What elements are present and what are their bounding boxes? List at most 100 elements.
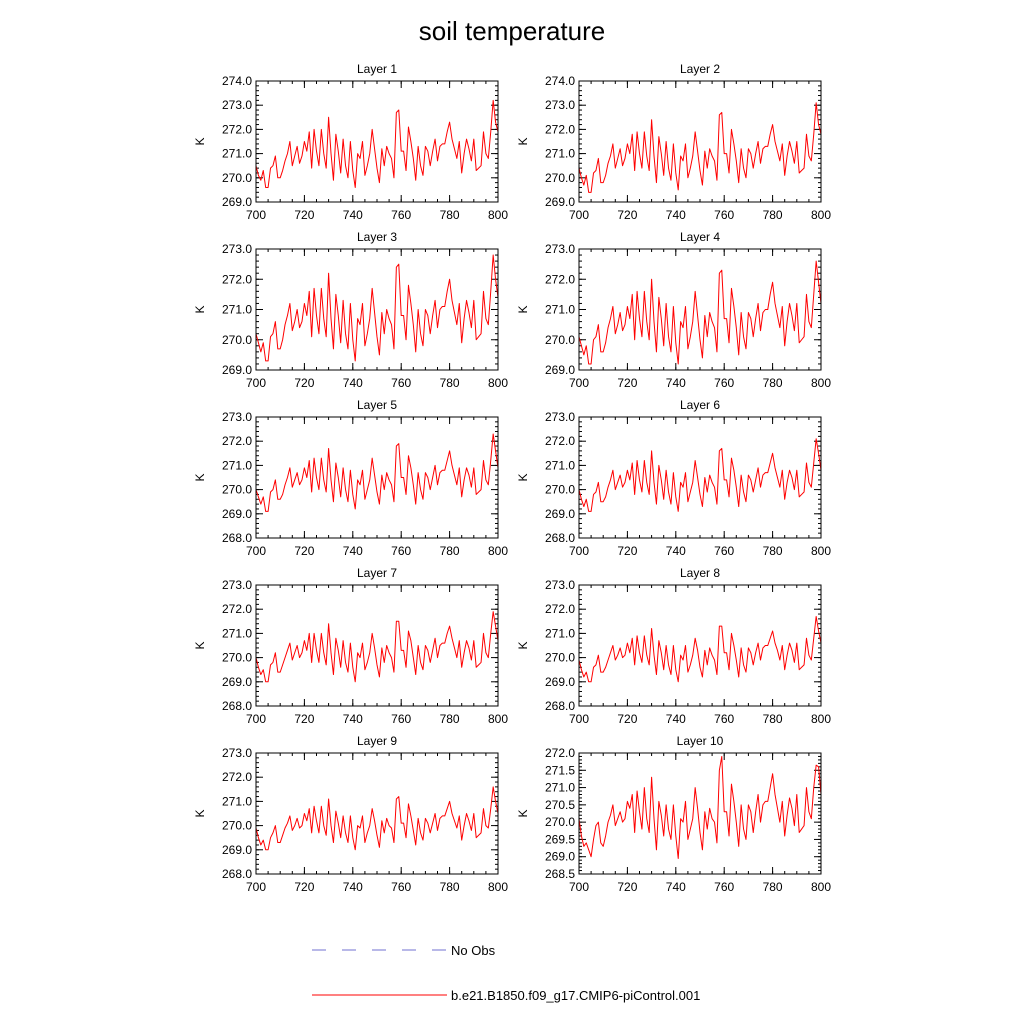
x-tick-label: 740 [343,376,363,390]
x-tick-label: 720 [617,544,637,558]
series-line-layer-3 [255,254,499,362]
y-tick-label: 271.0 [222,147,252,161]
panel-title: Layer 10 [677,734,724,748]
y-tick-label: 269.0 [222,507,252,521]
panel-title: Layer 6 [680,398,720,412]
x-tick-label: 700 [246,880,266,894]
panel-title: Layer 2 [680,62,720,76]
x-tick-label: 700 [246,376,266,390]
y-tick-label: 272.0 [545,272,575,286]
y-tick-label: 270.5 [545,798,575,812]
legend: No Obs b.e21.B1850.f09_g17.CMIP6-piContr… [312,943,700,1003]
y-tick-label: 272.0 [222,122,252,136]
legend-model-label: b.e21.B1850.f09_g17.CMIP6-piControl.001 [451,988,700,1003]
x-tick-label: 780 [763,208,783,222]
plot-frame [255,80,499,203]
x-tick-label: 800 [488,880,508,894]
y-tick-label: 269.0 [222,675,252,689]
x-tick-label: 800 [811,376,831,390]
x-tick-label: 740 [666,712,686,726]
x-tick-label: 760 [391,376,411,390]
x-tick-label: 760 [714,712,734,726]
series-line-layer-6 [578,438,822,512]
x-tick-label: 700 [569,544,589,558]
y-tick-label: 270.0 [545,815,575,829]
y-tick-label: 273.0 [545,98,575,112]
x-tick-label: 760 [714,544,734,558]
x-tick-label: 720 [617,712,637,726]
y-tick-label: 271.0 [545,303,575,317]
y-tick-label: 269.0 [545,195,575,209]
x-tick-label: 700 [569,880,589,894]
x-tick-label: 780 [440,544,460,558]
panel-layer-4: Layer 4 K 700 720 740 760 780 800 269.0 270.0 271.… [516,230,831,390]
y-tick-label: 272.0 [222,770,252,784]
x-tick-label: 780 [763,880,783,894]
y-tick-label: 273.0 [545,410,575,424]
y-tick-label: 272.0 [545,746,575,760]
x-tick-label: 740 [343,712,363,726]
y-tick-label: 268.0 [545,699,575,713]
y-axis-label: K [193,473,207,481]
x-tick-label: 800 [488,544,508,558]
y-tick-label: 270.0 [222,171,252,185]
panel-layer-8: Layer 8 K 700 720 740 760 780 800 268.0 269.0 270.… [516,566,831,726]
y-tick-label: 270.0 [222,651,252,665]
y-tick-label: 269.0 [222,195,252,209]
x-tick-label: 760 [391,208,411,222]
y-tick-label: 273.0 [545,578,575,592]
y-tick-label: 270.0 [545,651,575,665]
y-axis-label: K [193,137,207,145]
x-tick-label: 740 [343,880,363,894]
y-tick-label: 273.0 [222,242,252,256]
x-tick-label: 760 [714,376,734,390]
plot-frame [578,584,822,707]
panel-title: Layer 1 [357,62,397,76]
x-tick-label: 800 [811,208,831,222]
x-tick-label: 700 [246,712,266,726]
x-tick-label: 780 [440,208,460,222]
x-tick-label: 800 [488,208,508,222]
x-tick-label: 720 [294,880,314,894]
y-tick-label: 268.5 [545,867,575,881]
series-line-layer-1 [255,99,499,188]
panel-layer-5: Layer 5 K 700 720 740 760 780 800 268.0 269.0 270.… [193,398,508,558]
x-tick-label: 720 [294,712,314,726]
x-tick-label: 700 [246,544,266,558]
x-tick-label: 800 [488,376,508,390]
x-tick-label: 700 [569,208,589,222]
y-axis-label: K [516,473,530,481]
y-axis-label: K [516,809,530,817]
y-tick-label: 273.0 [222,98,252,112]
y-tick-label: 272.0 [545,602,575,616]
x-tick-label: 780 [763,376,783,390]
plot-frame [578,752,822,875]
x-tick-label: 720 [617,376,637,390]
x-tick-label: 740 [666,544,686,558]
y-tick-label: 274.0 [222,74,252,88]
y-tick-label: 273.0 [222,578,252,592]
y-tick-label: 268.0 [222,699,252,713]
x-tick-label: 800 [811,880,831,894]
panel-title: Layer 4 [680,230,720,244]
plot-frame [255,752,499,875]
legend-obs-label: No Obs [451,943,496,958]
panel-layer-7: Layer 7 K 700 720 740 760 780 800 268.0 269.0 270.… [193,566,508,726]
x-tick-label: 720 [294,376,314,390]
panel-layer-6: Layer 6 K 700 720 740 760 780 800 268.0 269.0 270.… [516,398,831,558]
y-tick-label: 270.0 [545,171,575,185]
chart-title: soil temperature [419,16,605,46]
x-tick-label: 780 [440,880,460,894]
y-tick-label: 270.0 [222,483,252,497]
y-tick-label: 269.0 [545,507,575,521]
y-tick-label: 273.0 [222,410,252,424]
x-tick-label: 740 [666,880,686,894]
y-tick-label: 269.0 [545,675,575,689]
panel-layer-3: Layer 3 K 700 720 740 760 780 800 269.0 270.0 271.… [193,230,508,390]
x-tick-label: 800 [811,544,831,558]
series-line-layer-2 [578,102,822,193]
y-tick-label: 271.0 [222,303,252,317]
x-tick-label: 800 [811,712,831,726]
x-tick-label: 720 [617,880,637,894]
plot-frame [578,248,822,371]
